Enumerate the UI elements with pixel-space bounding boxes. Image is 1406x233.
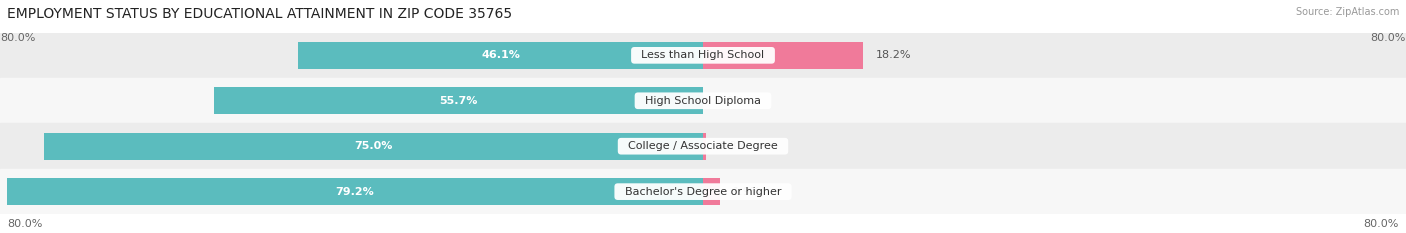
Text: 80.0%: 80.0% bbox=[7, 219, 42, 229]
Bar bbox=[0, 33, 1406, 78]
Text: 46.1%: 46.1% bbox=[481, 50, 520, 60]
Bar bbox=[7, 178, 703, 205]
Text: 79.2%: 79.2% bbox=[336, 187, 374, 197]
Text: High School Diploma: High School Diploma bbox=[638, 96, 768, 106]
Text: 0.3%: 0.3% bbox=[718, 141, 747, 151]
Bar bbox=[0, 123, 1406, 169]
Text: 80.0%: 80.0% bbox=[1364, 219, 1399, 229]
Text: 0.0%: 0.0% bbox=[716, 96, 744, 106]
Text: 80.0%: 80.0% bbox=[0, 33, 35, 43]
Bar bbox=[703, 42, 863, 69]
Text: EMPLOYMENT STATUS BY EDUCATIONAL ATTAINMENT IN ZIP CODE 35765: EMPLOYMENT STATUS BY EDUCATIONAL ATTAINM… bbox=[7, 7, 512, 21]
Text: 55.7%: 55.7% bbox=[439, 96, 478, 106]
Bar bbox=[298, 42, 703, 69]
Text: 1.9%: 1.9% bbox=[733, 187, 761, 197]
Text: 18.2%: 18.2% bbox=[876, 50, 911, 60]
Bar bbox=[214, 87, 703, 114]
Text: Source: ZipAtlas.com: Source: ZipAtlas.com bbox=[1295, 7, 1399, 17]
Text: 80.0%: 80.0% bbox=[1371, 33, 1406, 43]
Bar bbox=[703, 178, 720, 205]
Bar bbox=[44, 133, 703, 160]
Bar bbox=[0, 78, 1406, 123]
Text: College / Associate Degree: College / Associate Degree bbox=[621, 141, 785, 151]
Text: Bachelor's Degree or higher: Bachelor's Degree or higher bbox=[617, 187, 789, 197]
Text: 75.0%: 75.0% bbox=[354, 141, 392, 151]
Bar bbox=[703, 133, 706, 160]
Bar bbox=[0, 169, 1406, 214]
Text: Less than High School: Less than High School bbox=[634, 50, 772, 60]
